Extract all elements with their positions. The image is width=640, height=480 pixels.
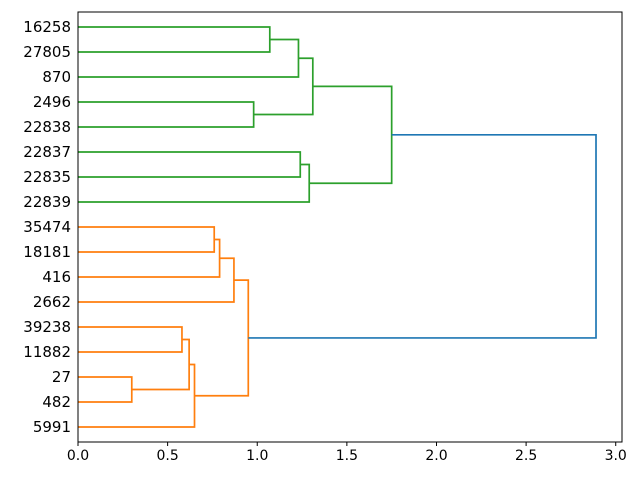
leaf-label: 22835 xyxy=(23,168,71,186)
dendrogram-link-A xyxy=(78,26,271,53)
leaf-label: 2662 xyxy=(33,293,71,311)
x-tick-label: 2.0 xyxy=(425,448,447,464)
leaf-label: 22839 xyxy=(23,193,71,211)
dendrogram-link-D xyxy=(253,57,314,116)
dendrogram-link-K xyxy=(78,326,183,353)
leaf-label: 22838 xyxy=(23,118,71,136)
dendrogram-link-I xyxy=(78,238,221,278)
leaf-label: 39238 xyxy=(23,318,71,336)
leaf-label: 22837 xyxy=(23,143,71,161)
leaf-label: 27 xyxy=(52,368,71,386)
x-tick-label: 0.0 xyxy=(67,448,89,464)
dendrogram-link-B xyxy=(78,38,300,78)
x-tick-label: 0.5 xyxy=(156,448,178,464)
dendrogram-link-H xyxy=(78,226,216,253)
x-tick-label: 1.5 xyxy=(336,448,358,464)
dendrogram-link-L xyxy=(78,376,133,403)
leaf-label: 5991 xyxy=(33,418,71,436)
leaf-label: 870 xyxy=(42,68,71,86)
leaf-label: 27805 xyxy=(23,43,71,61)
leaf-label: 18181 xyxy=(23,243,71,261)
dendrogram-link-R xyxy=(248,133,597,339)
x-tick-label: 2.5 xyxy=(515,448,537,464)
x-tick-label: 3.0 xyxy=(605,448,627,464)
dendrogram-link-O xyxy=(194,279,250,397)
dendrogram-link-J xyxy=(78,257,235,303)
leaf-label: 11882 xyxy=(23,343,71,361)
dendrogram-link-E xyxy=(78,151,302,178)
plot-area-border xyxy=(77,11,623,443)
leaf-label: 16258 xyxy=(23,18,71,36)
dendrogram-link-F xyxy=(78,163,311,203)
dendrogram-link-C xyxy=(78,101,255,128)
x-tick-label: 1.0 xyxy=(246,448,268,464)
leaf-label: 482 xyxy=(42,393,71,411)
leaf-label: 416 xyxy=(42,268,71,286)
dendrogram-link-M xyxy=(131,338,190,391)
leaf-label: 2496 xyxy=(33,93,71,111)
dendrogram-link-G xyxy=(309,85,393,185)
dendrogram-link-N xyxy=(78,363,196,428)
leaf-label: 35474 xyxy=(23,218,71,236)
